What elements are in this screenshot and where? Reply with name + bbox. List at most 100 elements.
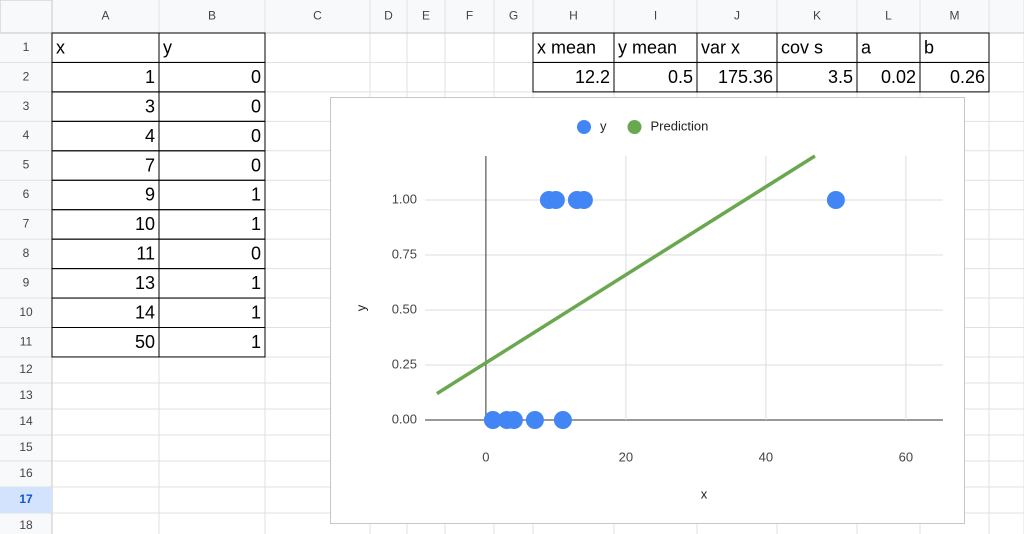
cell-text[interactable]: var x (701, 37, 740, 57)
row-header[interactable]: 9 (23, 275, 30, 289)
cell-border (158, 32, 266, 63)
cell-border (158, 61, 266, 93)
row-header[interactable]: 10 (19, 305, 33, 319)
row-header[interactable]: 14 (19, 414, 33, 428)
row-header[interactable]: 13 (19, 388, 33, 402)
column-header[interactable]: F (466, 9, 473, 23)
cell-text[interactable]: 9 (145, 185, 155, 205)
cell-text[interactable]: b (924, 37, 934, 57)
cell-text[interactable]: 1 (251, 273, 261, 293)
cell-text[interactable]: 0 (251, 67, 261, 87)
cell-text[interactable]: y (163, 37, 172, 57)
column-header[interactable]: B (208, 9, 216, 23)
cell-border (51, 120, 160, 152)
scatter-point (525, 411, 544, 429)
row-header[interactable]: 11 (20, 334, 33, 348)
row-header-selected (0, 487, 52, 513)
y-tick-label: 1.00 (392, 191, 417, 206)
cell-text[interactable]: 12.2 (575, 67, 610, 87)
cell-text[interactable]: 0 (251, 96, 261, 116)
column-header[interactable]: A (101, 9, 109, 23)
scatter-point (574, 191, 593, 209)
legend-label[interactable]: Prediction (651, 118, 709, 133)
cell-border (158, 150, 266, 181)
cell-text[interactable]: y mean (618, 37, 677, 57)
cell-text[interactable]: 4 (145, 126, 155, 146)
row-header[interactable]: 1 (23, 40, 30, 54)
column-header[interactable]: K (813, 9, 821, 23)
cell-text[interactable]: 0 (251, 244, 261, 264)
cell-border (158, 268, 266, 299)
row-header[interactable]: 7 (23, 217, 30, 231)
cell-border (51, 179, 160, 211)
x-tick-label: 0 (482, 449, 489, 464)
row-header[interactable]: 2 (23, 69, 30, 83)
cell-border (51, 150, 160, 181)
cell-text[interactable]: 0.26 (950, 67, 985, 87)
row-header[interactable]: 12 (19, 362, 33, 376)
cell-text[interactable]: a (861, 37, 872, 57)
cell-text[interactable]: 1 (145, 67, 155, 87)
column-header-bar (52, 0, 1024, 33)
corner-cell (0, 0, 53, 34)
cell-text[interactable]: 1 (251, 332, 261, 352)
cell-text[interactable]: 0 (251, 126, 261, 146)
cell-border (158, 238, 266, 270)
cell-text[interactable]: 0 (251, 155, 261, 175)
cell-text[interactable]: 3 (145, 96, 155, 116)
row-header[interactable]: 17 (19, 492, 33, 506)
cell-border (158, 297, 266, 328)
column-header[interactable]: E (422, 9, 430, 23)
column-header[interactable]: H (569, 9, 578, 23)
scatter-point (553, 411, 572, 429)
cell-text[interactable]: 1 (251, 303, 261, 323)
y-tick-label: 0.25 (392, 356, 417, 371)
cell-text[interactable]: 3.5 (828, 67, 853, 87)
cell-text[interactable]: cov s (781, 37, 823, 57)
column-header[interactable]: G (509, 9, 518, 23)
cell-text[interactable]: 175.36 (718, 67, 773, 87)
legend-label[interactable]: y (600, 118, 607, 133)
scatter-point (826, 191, 845, 209)
cell-text[interactable]: 1 (251, 185, 261, 205)
cell-border (158, 120, 266, 152)
cell-border (51, 32, 160, 63)
cell-text[interactable]: 7 (145, 155, 155, 175)
legend-marker (577, 120, 591, 134)
cell-text[interactable]: 1 (251, 214, 261, 234)
row-header[interactable]: 15 (19, 440, 33, 454)
cell-text[interactable]: 13 (135, 273, 155, 293)
row-header[interactable]: 5 (23, 158, 30, 172)
row-header[interactable]: 8 (23, 246, 30, 260)
row-header[interactable]: 18 (19, 518, 33, 532)
cell-text[interactable]: 0.02 (881, 67, 916, 87)
prediction-line (435, 154, 816, 396)
legend-marker (627, 120, 642, 134)
row-header[interactable]: 3 (23, 99, 30, 113)
row-header[interactable]: 4 (23, 128, 30, 142)
y-tick-label: 0.00 (392, 411, 417, 426)
y-axis-title: y (353, 304, 368, 311)
row-header[interactable]: 6 (23, 187, 30, 201)
cell-text[interactable]: 14 (135, 303, 155, 323)
cell-text[interactable]: 0.5 (668, 67, 693, 87)
y-tick-label: 0.50 (392, 301, 417, 316)
column-header[interactable]: J (734, 9, 740, 23)
row-header-bar (0, 33, 52, 534)
column-header[interactable]: L (885, 9, 892, 23)
cell-text[interactable]: x (56, 37, 65, 57)
column-header[interactable]: I (654, 9, 657, 23)
cell-text[interactable]: 50 (135, 332, 155, 352)
cell-text[interactable]: 10 (135, 214, 155, 234)
scatter-point (546, 191, 565, 209)
cell-border (158, 179, 266, 211)
column-header[interactable]: D (384, 9, 393, 23)
row-header[interactable]: 16 (19, 466, 33, 480)
column-header[interactable]: C (313, 9, 322, 23)
x-axis-title: x (701, 486, 708, 501)
column-header[interactable]: M (950, 9, 960, 23)
cell-text[interactable]: 11 (136, 244, 155, 264)
cell-border (158, 327, 266, 358)
cell-text[interactable]: x mean (537, 37, 596, 57)
